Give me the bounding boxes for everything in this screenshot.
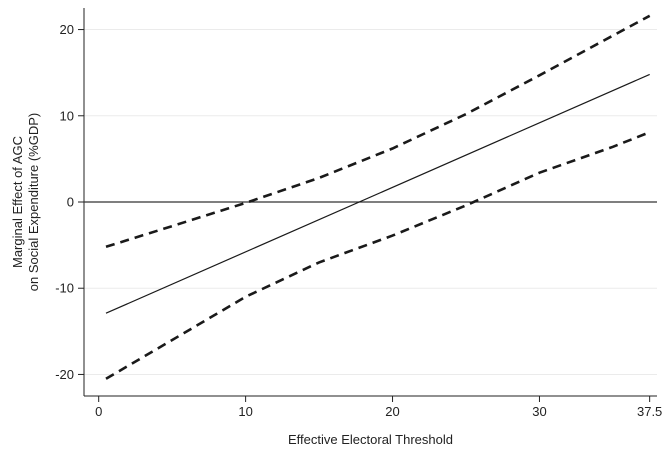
x-tick-label: 20 bbox=[385, 404, 399, 419]
marginal-effect-line bbox=[105, 73, 650, 314]
x-tick-label: 10 bbox=[238, 404, 252, 419]
series-layer bbox=[84, 14, 657, 380]
x-tick-label: 37.5 bbox=[637, 404, 662, 419]
x-tick-label: 0 bbox=[95, 404, 102, 419]
y-axis-title-line-1: Marginal Effect of AGC bbox=[10, 136, 25, 268]
y-tick-label: 0 bbox=[67, 195, 74, 210]
y-tick-label: 20 bbox=[60, 22, 74, 37]
x-tick-label: 30 bbox=[532, 404, 546, 419]
x-axis-title: Effective Electoral Threshold bbox=[288, 432, 453, 447]
y-tick-label: -10 bbox=[55, 281, 74, 296]
y-tick-label: 10 bbox=[60, 108, 74, 123]
y-tick-label: -20 bbox=[55, 367, 74, 382]
confidence-bound-line-2 bbox=[105, 130, 651, 380]
y-axis-title-line-2: on Social Expenditure (%GDP) bbox=[26, 113, 41, 291]
ticks-layer: -20 -10 0 10 20 0 10 20 30 37.5 bbox=[55, 22, 662, 419]
confidence-bound-line-1 bbox=[105, 14, 651, 249]
